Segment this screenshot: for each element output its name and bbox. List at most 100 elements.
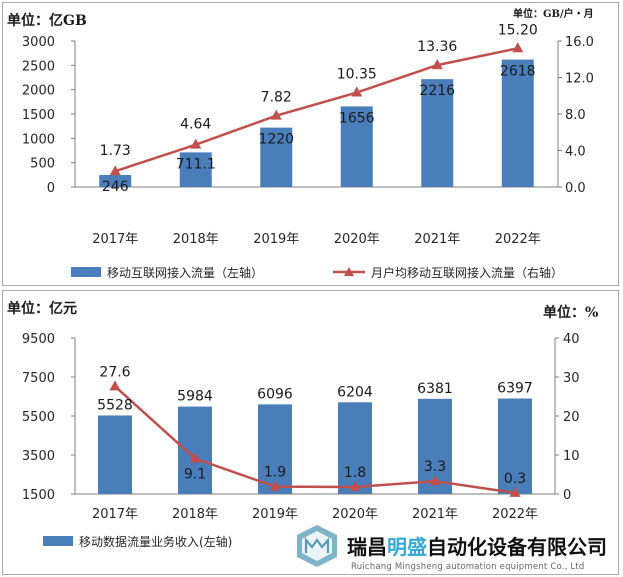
category-label: 2021年: [412, 507, 458, 522]
left-tick-label: 2500: [22, 59, 55, 74]
line-point-marker: [349, 480, 361, 491]
bar-value-label: 246: [102, 179, 129, 195]
category-label: 2019年: [253, 232, 299, 247]
left-axis-unit: 单位：亿GB: [7, 12, 87, 29]
bar-series: [98, 398, 532, 494]
bar: [98, 415, 132, 494]
bar-value-label: 5528: [97, 397, 133, 413]
line-point-marker: [512, 42, 524, 53]
line-point-marker: [270, 109, 282, 120]
line-point-marker: [189, 452, 201, 463]
line-value-label: 3.3: [424, 459, 446, 475]
category-label: 2022年: [495, 232, 541, 247]
line-point-marker: [109, 165, 121, 176]
line-point-marker: [269, 480, 281, 491]
right-axis-unit: 单位：GB/户・月: [513, 7, 594, 20]
left-tick-label: 500: [30, 157, 55, 172]
left-tick-label: 1500: [22, 108, 55, 123]
line-point-marker: [509, 486, 521, 497]
right-axis-unit: 单位：%: [543, 304, 598, 321]
left-tick-label: 0: [47, 181, 55, 196]
left-tick-label: 5500: [22, 410, 55, 425]
line-value-label: 1.8: [344, 465, 366, 481]
bar: [99, 175, 132, 187]
bar-value-label: 2618: [500, 64, 536, 80]
right-tick-label: 16.0: [565, 35, 594, 50]
bar: [178, 406, 212, 494]
line-value-label: 7.82: [261, 90, 292, 106]
right-tick-label: 12.0: [565, 72, 594, 87]
right-tick-label: 0.0: [565, 181, 586, 196]
bar: [421, 79, 454, 187]
right-tick-label: 8.0: [565, 108, 586, 123]
right-tick-label: 10: [563, 449, 580, 464]
bar-value-label: 5984: [177, 389, 213, 405]
data-labels: 5528 5984 6096 6204 6381 6397 27.6 9.1 1.9 1.8 3.3…: [97, 364, 533, 486]
left-tick-label: 1500: [22, 488, 55, 503]
legend-bar-swatch: [71, 267, 101, 277]
left-tick-label: 3500: [22, 449, 55, 464]
right-tick-label: 0: [563, 488, 571, 503]
axis-group: 3000 2500 2000 1500 1000 500 0 16.0 12.0 8.0 4.0 0.…: [22, 35, 594, 247]
bar-value-label: 1656: [339, 110, 375, 126]
company-name: 瑞昌明盛自动化设备有限公司: [347, 535, 607, 559]
line-value-label: 1.9: [264, 465, 286, 481]
legend-line-label: 月户均移动互联网接入流量（右轴）: [371, 265, 563, 280]
line-point-marker: [190, 138, 202, 149]
line-value-label: 4.64: [180, 117, 211, 133]
left-tick-label: 9500: [22, 332, 55, 347]
bar-value-label: 6381: [417, 381, 453, 397]
bar-series: [99, 59, 534, 187]
bar-value-label: 6204: [337, 384, 373, 400]
line-point-marker: [351, 86, 363, 97]
company-logo: [297, 525, 337, 567]
line-value-label: 10.35: [337, 67, 377, 83]
line-point-marker: [431, 59, 443, 70]
category-label: 2017年: [92, 232, 138, 247]
line-series: [109, 42, 524, 176]
right-tick-label: 20: [563, 410, 580, 425]
bar: [338, 402, 372, 494]
bar-value-label: 711.1: [176, 156, 216, 172]
traffic-chart: 单位：亿GB 单位：GB/户・月 3000 2500 2000 1500 1000 500…: [7, 7, 594, 280]
category-label: 2018年: [172, 507, 218, 522]
left-axis-unit: 单位：亿元: [7, 300, 77, 317]
bar: [340, 106, 373, 187]
bar: [179, 152, 212, 187]
line-value-label: 27.6: [99, 364, 130, 380]
legend-bar-swatch: [43, 536, 73, 546]
traffic-chart-panel: 单位：亿GB 单位：GB/户・月 3000 2500 2000 1500 1000 500…: [2, 2, 619, 286]
legend-bar-label: 移动数据流量业务收入(左轴): [79, 534, 232, 549]
category-label: 2020年: [332, 507, 378, 522]
line-point-marker: [429, 475, 441, 486]
right-tick-label: 30: [563, 371, 580, 386]
line-value-label: 0.3: [504, 471, 526, 487]
left-tick-label: 7500: [22, 371, 55, 386]
company-name-english: Ruichang Mingsheng automation equipment …: [351, 562, 585, 572]
bar-value-label: 6096: [257, 386, 293, 402]
bar: [258, 404, 292, 494]
right-tick-label: 40: [563, 332, 580, 347]
left-tick-label: 1000: [22, 132, 55, 147]
legend: 移动互联网接入流量（左轴） 月户均移动互联网接入流量（右轴）: [71, 265, 563, 280]
legend-bar-label: 移动互联网接入流量（左轴）: [107, 265, 263, 280]
line-series: [109, 380, 521, 497]
category-label: 2021年: [414, 232, 460, 247]
bar: [260, 127, 293, 187]
category-label: 2020年: [334, 232, 380, 247]
line-value-label: 13.36: [417, 39, 457, 55]
bar-value-label: 6397: [497, 381, 533, 397]
legend: 移动数据流量业务收入(左轴): [43, 534, 232, 549]
line-path: [114, 385, 516, 495]
bar: [501, 59, 534, 187]
left-tick-label: 2000: [22, 84, 55, 99]
category-label: 2019年: [252, 507, 298, 522]
bar-value-label: 2216: [419, 83, 455, 99]
revenue-chart-panel: 单位：亿元 单位：% 9500 7500 5500 3500 1500 40 30 20 10 0…: [2, 290, 619, 575]
line-value-label: 1.73: [100, 143, 131, 159]
data-labels: 246 711.1 1220 1656 2216 2618 1.73 4.64 7.82 10.3…: [100, 22, 538, 195]
line-path: [114, 47, 519, 173]
bar-value-label: 1220: [258, 132, 294, 148]
bar: [498, 398, 532, 494]
revenue-chart: 单位：亿元 单位：% 9500 7500 5500 3500 1500 40 30 20 10 0…: [7, 300, 607, 572]
